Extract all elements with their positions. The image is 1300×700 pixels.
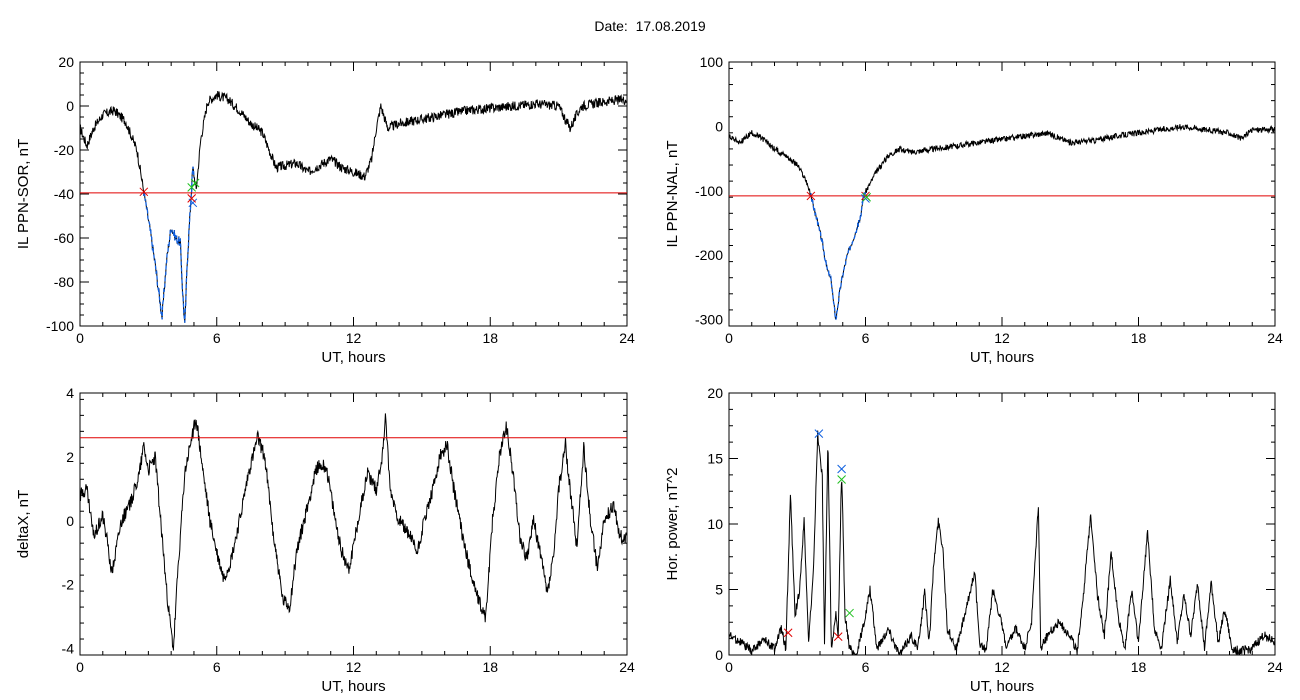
- y-axis-label: IL PPN-SOR, nT: [15, 139, 32, 249]
- event-marker: [139, 187, 149, 197]
- event-marker: [806, 191, 816, 201]
- y-tick-label: -100: [46, 318, 74, 334]
- event-marker: [837, 464, 846, 474]
- y-tick-label: -2: [62, 577, 75, 593]
- y-tick-label: 20: [58, 54, 74, 70]
- series-line: [729, 430, 1275, 655]
- x-tick-label: 18: [1131, 330, 1147, 346]
- y-axis-label: IL PPN-NAL, nT: [664, 141, 681, 248]
- y-tick-label: 5: [715, 582, 723, 598]
- event-marker: [187, 194, 197, 203]
- y-tick-label: 2: [66, 449, 74, 465]
- y-tick-label: -40: [54, 186, 74, 202]
- y-tick-label: -80: [54, 274, 74, 290]
- highlight-segment: [810, 192, 867, 321]
- x-tick-label: 6: [862, 659, 870, 675]
- series-line: [729, 124, 1275, 320]
- event-marker: [814, 429, 824, 438]
- x-tick-label: 12: [994, 659, 1010, 675]
- y-tick-label: -20: [54, 142, 74, 158]
- x-tick-label: 12: [994, 330, 1010, 346]
- y-tick-label: 0: [66, 513, 74, 529]
- y-axis-label: Hor. power, nT^2: [664, 468, 681, 581]
- x-tick-label: 24: [1267, 659, 1283, 675]
- event-marker: [190, 178, 200, 188]
- y-tick-label: -60: [54, 230, 74, 246]
- y-tick-label: 0: [715, 118, 723, 134]
- x-tick-label: 0: [76, 330, 84, 346]
- y-tick-label: 100: [700, 54, 724, 70]
- event-marker: [845, 608, 854, 618]
- y-tick-label: 0: [715, 647, 723, 663]
- x-tick-label: 18: [1131, 659, 1147, 675]
- event-marker: [862, 192, 871, 202]
- x-tick-label: 24: [619, 659, 635, 675]
- chart-hor-power: 0 6 12 18 24 0 5 10 15 20 UT, hours Hor. power, nT^…: [664, 385, 1283, 695]
- highlight-segment: [143, 166, 195, 323]
- plot-frame: [79, 392, 628, 656]
- event-marker: [187, 183, 197, 192]
- series-line: [80, 413, 627, 651]
- y-tick-label: 4: [66, 385, 74, 401]
- y-tick-label: -300: [695, 312, 723, 328]
- x-tick-label: 18: [482, 659, 498, 675]
- y-tick-label: 15: [707, 451, 723, 467]
- event-marker: [833, 632, 843, 642]
- event-marker: [837, 475, 846, 484]
- y-tick-label: 10: [707, 516, 723, 532]
- x-tick-label: 12: [346, 659, 362, 675]
- x-tick-label: 24: [619, 330, 635, 346]
- x-tick-label: 6: [213, 330, 221, 346]
- x-tick-label: 24: [1267, 330, 1283, 346]
- x-axis-label: UT, hours: [321, 349, 385, 366]
- x-axis-label: UT, hours: [970, 678, 1034, 695]
- y-axis-label: deltaX, nT: [15, 490, 32, 558]
- y-tick-label: 20: [707, 385, 723, 401]
- x-tick-label: 12: [346, 330, 362, 346]
- x-axis-label: UT, hours: [970, 349, 1034, 366]
- chart-il-ppn-sor: 0 6 12 18 24 -100 -80 -60 -40 -20 0 20 UT, hours IL P…: [15, 54, 635, 366]
- x-tick-label: 0: [725, 330, 733, 346]
- y-tick-label: -200: [695, 247, 723, 263]
- x-tick-label: 6: [213, 659, 221, 675]
- x-axis-label: UT, hours: [321, 678, 385, 695]
- x-tick-label: 18: [482, 330, 498, 346]
- y-tick-label: -4: [62, 641, 75, 657]
- x-tick-label: 0: [725, 659, 733, 675]
- page-title: Date: 17.08.2019: [594, 18, 706, 34]
- chart-il-ppn-nal: 0 6 12 18 24 -300 -200 -100 0 100 UT, hours IL PPN-…: [664, 54, 1283, 366]
- y-tick-label: 0: [66, 98, 74, 114]
- event-marker: [783, 628, 793, 638]
- y-tick-label: -100: [695, 183, 723, 199]
- x-tick-label: 0: [76, 659, 84, 675]
- series-line: [80, 90, 627, 323]
- x-tick-label: 6: [862, 330, 870, 346]
